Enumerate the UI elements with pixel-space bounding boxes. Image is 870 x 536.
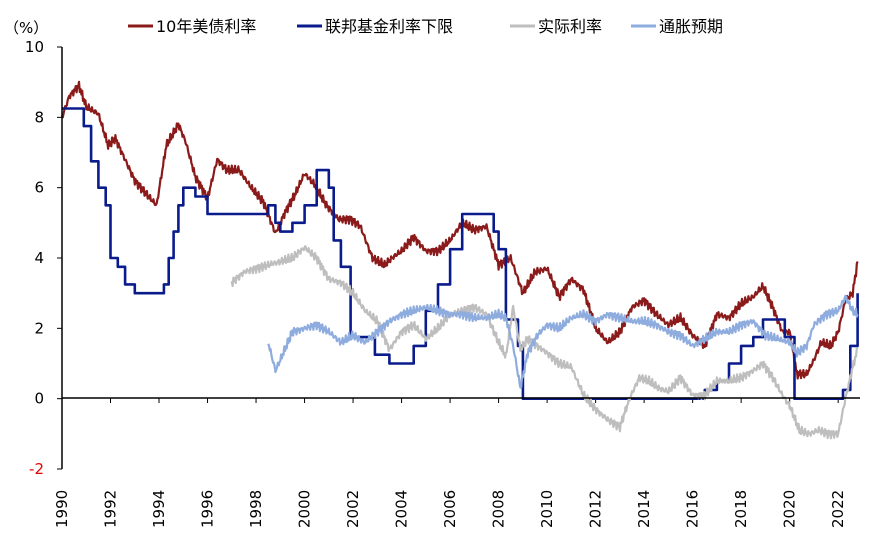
legend-label: 联邦基金利率下限 — [325, 17, 453, 36]
y-tick-label: -2 — [29, 460, 44, 478]
axes — [61, 47, 860, 469]
series-layer — [60, 80, 859, 440]
y-tick-label: 8 — [34, 108, 44, 126]
x-tick-label: 2004 — [393, 490, 411, 528]
x-tick-label: 2012 — [587, 490, 605, 528]
x-tick-label: 1990 — [53, 490, 71, 528]
series-line-2 — [230, 245, 859, 440]
x-tick-label: 1996 — [199, 490, 217, 528]
y-tick-label: 10 — [25, 38, 44, 56]
legend: 10年美债利率 联邦基金利率下限 实际利率 通胀预期 — [128, 17, 723, 36]
x-tick-label: 2010 — [538, 490, 556, 528]
x-tick-label: 2006 — [441, 490, 459, 528]
x-tick-label: 2022 — [829, 490, 847, 528]
series-line-0 — [60, 80, 859, 380]
y-tick-label: 4 — [34, 249, 44, 267]
y-tick-label: 0 — [34, 390, 44, 408]
legend-item: 10年美债利率 — [128, 17, 256, 36]
legend-label: 10年美债利率 — [156, 17, 256, 36]
y-tick-label: 6 — [34, 179, 44, 197]
x-tick-label: 1992 — [102, 490, 120, 528]
x-tick-label: 2014 — [635, 490, 653, 528]
y-tick-label: 2 — [34, 319, 44, 337]
legend-item: 联邦基金利率下限 — [297, 17, 453, 36]
x-tick-label: 2002 — [344, 490, 362, 528]
x-tick-label: 2020 — [781, 490, 799, 528]
x-axis-ticks: 1990 1992 1994 1996 1998 2000 2002 2004 2006 2008… — [53, 398, 847, 528]
y-axis-ticks: -2 0 2 4 6 8 10 — [25, 38, 62, 478]
series-line-3 — [267, 294, 859, 389]
legend-label: 通胀预期 — [659, 17, 723, 36]
x-tick-label: 2000 — [296, 490, 314, 528]
series-line-1 — [62, 107, 859, 400]
x-tick-label: 1998 — [247, 490, 265, 528]
x-tick-label: 2008 — [490, 490, 508, 528]
legend-label: 实际利率 — [538, 17, 602, 36]
x-tick-label: 2016 — [684, 490, 702, 528]
x-tick-label: 1994 — [150, 490, 168, 528]
x-tick-label: 2018 — [732, 490, 750, 528]
legend-item: 实际利率 — [510, 17, 602, 36]
legend-item: 通胀预期 — [631, 17, 723, 36]
y-axis-unit-label: （%） — [4, 19, 48, 37]
